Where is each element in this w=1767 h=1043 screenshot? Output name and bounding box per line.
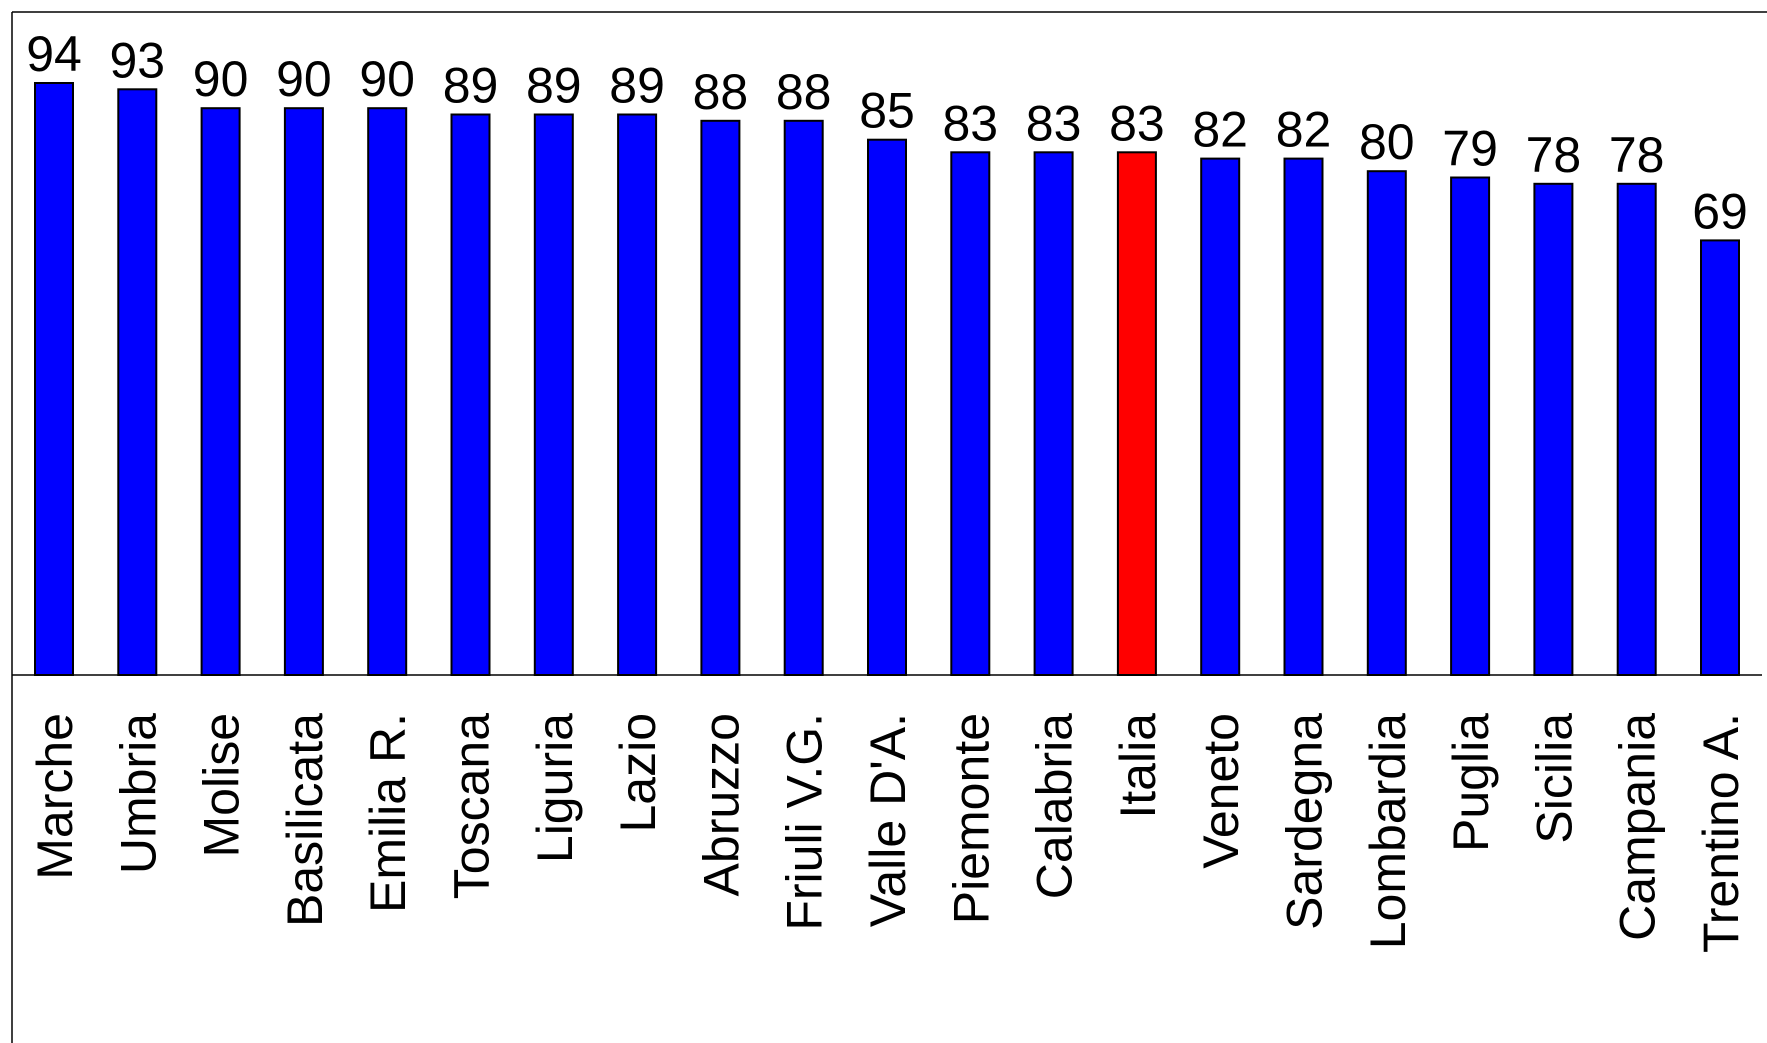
bar-sicilia [1533,182,1574,677]
bar-sardegna [1283,157,1324,677]
category-label-toscana: Toscana [444,713,500,899]
category-label-sicilia: Sicilia [1526,713,1582,844]
category-label-calabria: Calabria [1027,713,1083,899]
value-label-friuli-v-g: 88 [776,64,832,120]
value-label-veneto: 82 [1192,102,1248,158]
category-label-umbria: Umbria [110,713,166,874]
value-label-sardegna: 82 [1276,102,1332,158]
bar-basilicata [283,107,324,676]
value-label-campania: 78 [1609,127,1665,183]
category-label-valle-d-a: Valle D'A. [860,713,916,927]
category-label-marche: Marche [27,713,83,880]
value-label-calabria: 83 [1026,95,1082,151]
bar-umbria [117,88,158,677]
category-label-emilia-r: Emilia R. [360,713,416,913]
bar-marche [34,82,74,676]
bar-valle-d-a [867,138,907,676]
bar-piemonte [950,151,991,677]
bar-trentino-a [1700,239,1740,676]
value-label-italia: 83 [1109,95,1165,151]
bar-abruzzo [700,119,741,677]
category-label-lazio: Lazio [610,713,666,833]
value-labels: 94 93 90 90 90 89 89 89 88 88 85 83 83 83 82 82 80 79 78 78… [26,26,1748,239]
category-label-campania: Campania [1610,713,1666,941]
bar-friuli-v-g [783,119,824,677]
value-label-lombardia: 80 [1359,114,1415,170]
bar-lazio [617,113,658,676]
bar-veneto [1200,157,1241,677]
bars [34,82,1740,677]
bar-campania [1616,182,1657,677]
bar-calabria [1033,151,1074,677]
value-label-valle-d-a: 85 [859,83,915,139]
value-label-liguria: 89 [526,58,582,114]
category-label-abruzzo: Abruzzo [693,713,749,896]
value-label-puglia: 79 [1442,121,1498,177]
value-label-trentino-a: 69 [1692,183,1748,239]
bar-toscana [450,113,491,676]
value-label-marche: 94 [26,26,82,82]
category-label-molise: Molise [194,713,250,857]
category-label-friuli-v-g: Friuli V.G. [777,713,833,931]
bar-puglia [1450,176,1491,676]
category-label-liguria: Liguria [527,713,583,863]
bar-emilia-r [367,107,408,676]
value-label-piemonte: 83 [942,95,998,151]
bar-liguria [533,113,574,676]
category-label-trentino-a: Trentino A. [1693,713,1749,953]
category-label-sardegna: Sardegna [1277,713,1333,930]
category-labels: Marche Umbria Molise Basilicata Emilia R. Tos… [27,713,1749,953]
bar-lombardia [1366,170,1407,676]
value-label-basilicata: 90 [276,51,332,107]
value-label-abruzzo: 88 [693,64,749,120]
category-label-puglia: Puglia [1443,713,1499,852]
bar-italia [1116,151,1157,677]
category-label-veneto: Veneto [1193,713,1249,869]
value-label-sicilia: 78 [1526,127,1582,183]
value-label-emilia-r: 90 [359,51,415,107]
value-label-lazio: 89 [609,58,665,114]
value-label-umbria: 93 [109,32,165,88]
bar-molise [200,107,241,676]
category-label-basilicata: Basilicata [277,713,333,927]
category-label-lombardia: Lombardia [1360,713,1416,949]
category-label-piemonte: Piemonte [943,713,999,924]
value-label-molise: 90 [193,51,249,107]
value-label-toscana: 89 [443,58,499,114]
category-label-italia: Italia [1110,713,1166,819]
